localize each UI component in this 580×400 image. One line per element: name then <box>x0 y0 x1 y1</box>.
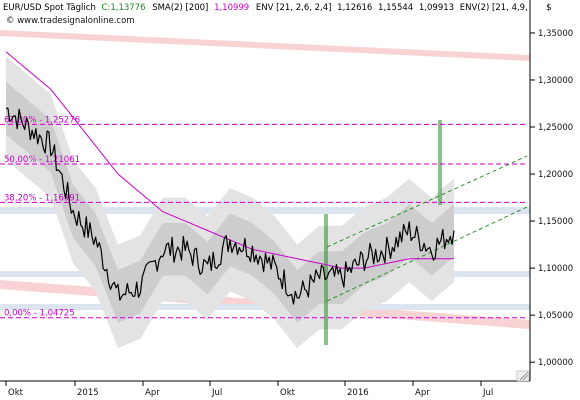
env-value-2: 1,15544 <box>378 3 413 13</box>
y-tick-label: 1,15000 <box>538 217 573 227</box>
envelope-inner-band <box>6 81 454 323</box>
resize-grip[interactable] <box>516 370 530 382</box>
x-tick-label: Apr <box>415 388 430 398</box>
fibonacci-levels: 61,80% - 1,25276 50,00% - 1,21061 38,20% -… <box>0 115 528 319</box>
red-channel-upper <box>0 30 530 61</box>
y-tick-label: 1,25000 <box>538 123 573 133</box>
symbol-label: EUR/USD Spot Täglich <box>3 3 96 13</box>
sma-label: SMA(2) [200] <box>152 3 208 13</box>
x-tick-label: Okt <box>8 388 24 398</box>
trend-line-upper <box>326 155 528 248</box>
fib-label: 38,20% - 1,16991 <box>4 193 80 203</box>
currency-symbol: $ <box>546 3 552 13</box>
y-axis-panel[interactable] <box>530 0 580 400</box>
x-tick-label: 2015 <box>77 388 99 398</box>
y-tick-label: 1,00000 <box>538 358 573 368</box>
x-tick-label: Jul <box>482 388 493 398</box>
price-line <box>5 107 455 305</box>
y-tick-label: 1,35000 <box>538 29 573 39</box>
fib-label: 50,00% - 1,21061 <box>4 155 80 165</box>
fib-label: 61,80% - 1,25276 <box>4 115 80 125</box>
y-tick-label: 1,20000 <box>538 170 573 180</box>
chart-header: EUR/USD Spot Täglich C:1,13776 SMA(2) [2… <box>3 3 544 13</box>
x-tick-label: Okt <box>280 388 296 398</box>
y-tick-label: 1,30000 <box>538 76 573 86</box>
watermark: © www.tradesignalonline.com <box>6 16 135 26</box>
x-axis-ticks: Okt 2015 Apr Jul Okt 2016 Apr Jul <box>5 381 493 398</box>
env-label: ENV [21, 2,6, 2,4] <box>256 3 332 13</box>
fib-label: 0,00% - 1,04725 <box>4 309 75 319</box>
env-value-1: 1,12616 <box>337 3 372 13</box>
x-tick-label: Apr <box>145 388 160 398</box>
x-tick-label: Jul <box>211 388 222 398</box>
close-value: C:1,13776 <box>102 3 146 13</box>
y-tick-label: 1,10000 <box>538 264 573 274</box>
signal-bar <box>438 120 442 205</box>
y-tick-label: 1,05000 <box>538 311 573 321</box>
trend-line-lower <box>326 206 528 302</box>
x-tick-label: 2016 <box>347 388 369 398</box>
x-axis-panel[interactable] <box>0 381 530 400</box>
y-axis-ticks: 1,35000 1,30000 1,25000 1,20000 1,15000 1,100… <box>530 29 573 368</box>
env2-label: ENV(2) [21, 4,9, 5... <box>460 3 544 13</box>
env-value-3: 1,09913 <box>419 3 454 13</box>
sma-value: 1,10999 <box>214 3 249 13</box>
